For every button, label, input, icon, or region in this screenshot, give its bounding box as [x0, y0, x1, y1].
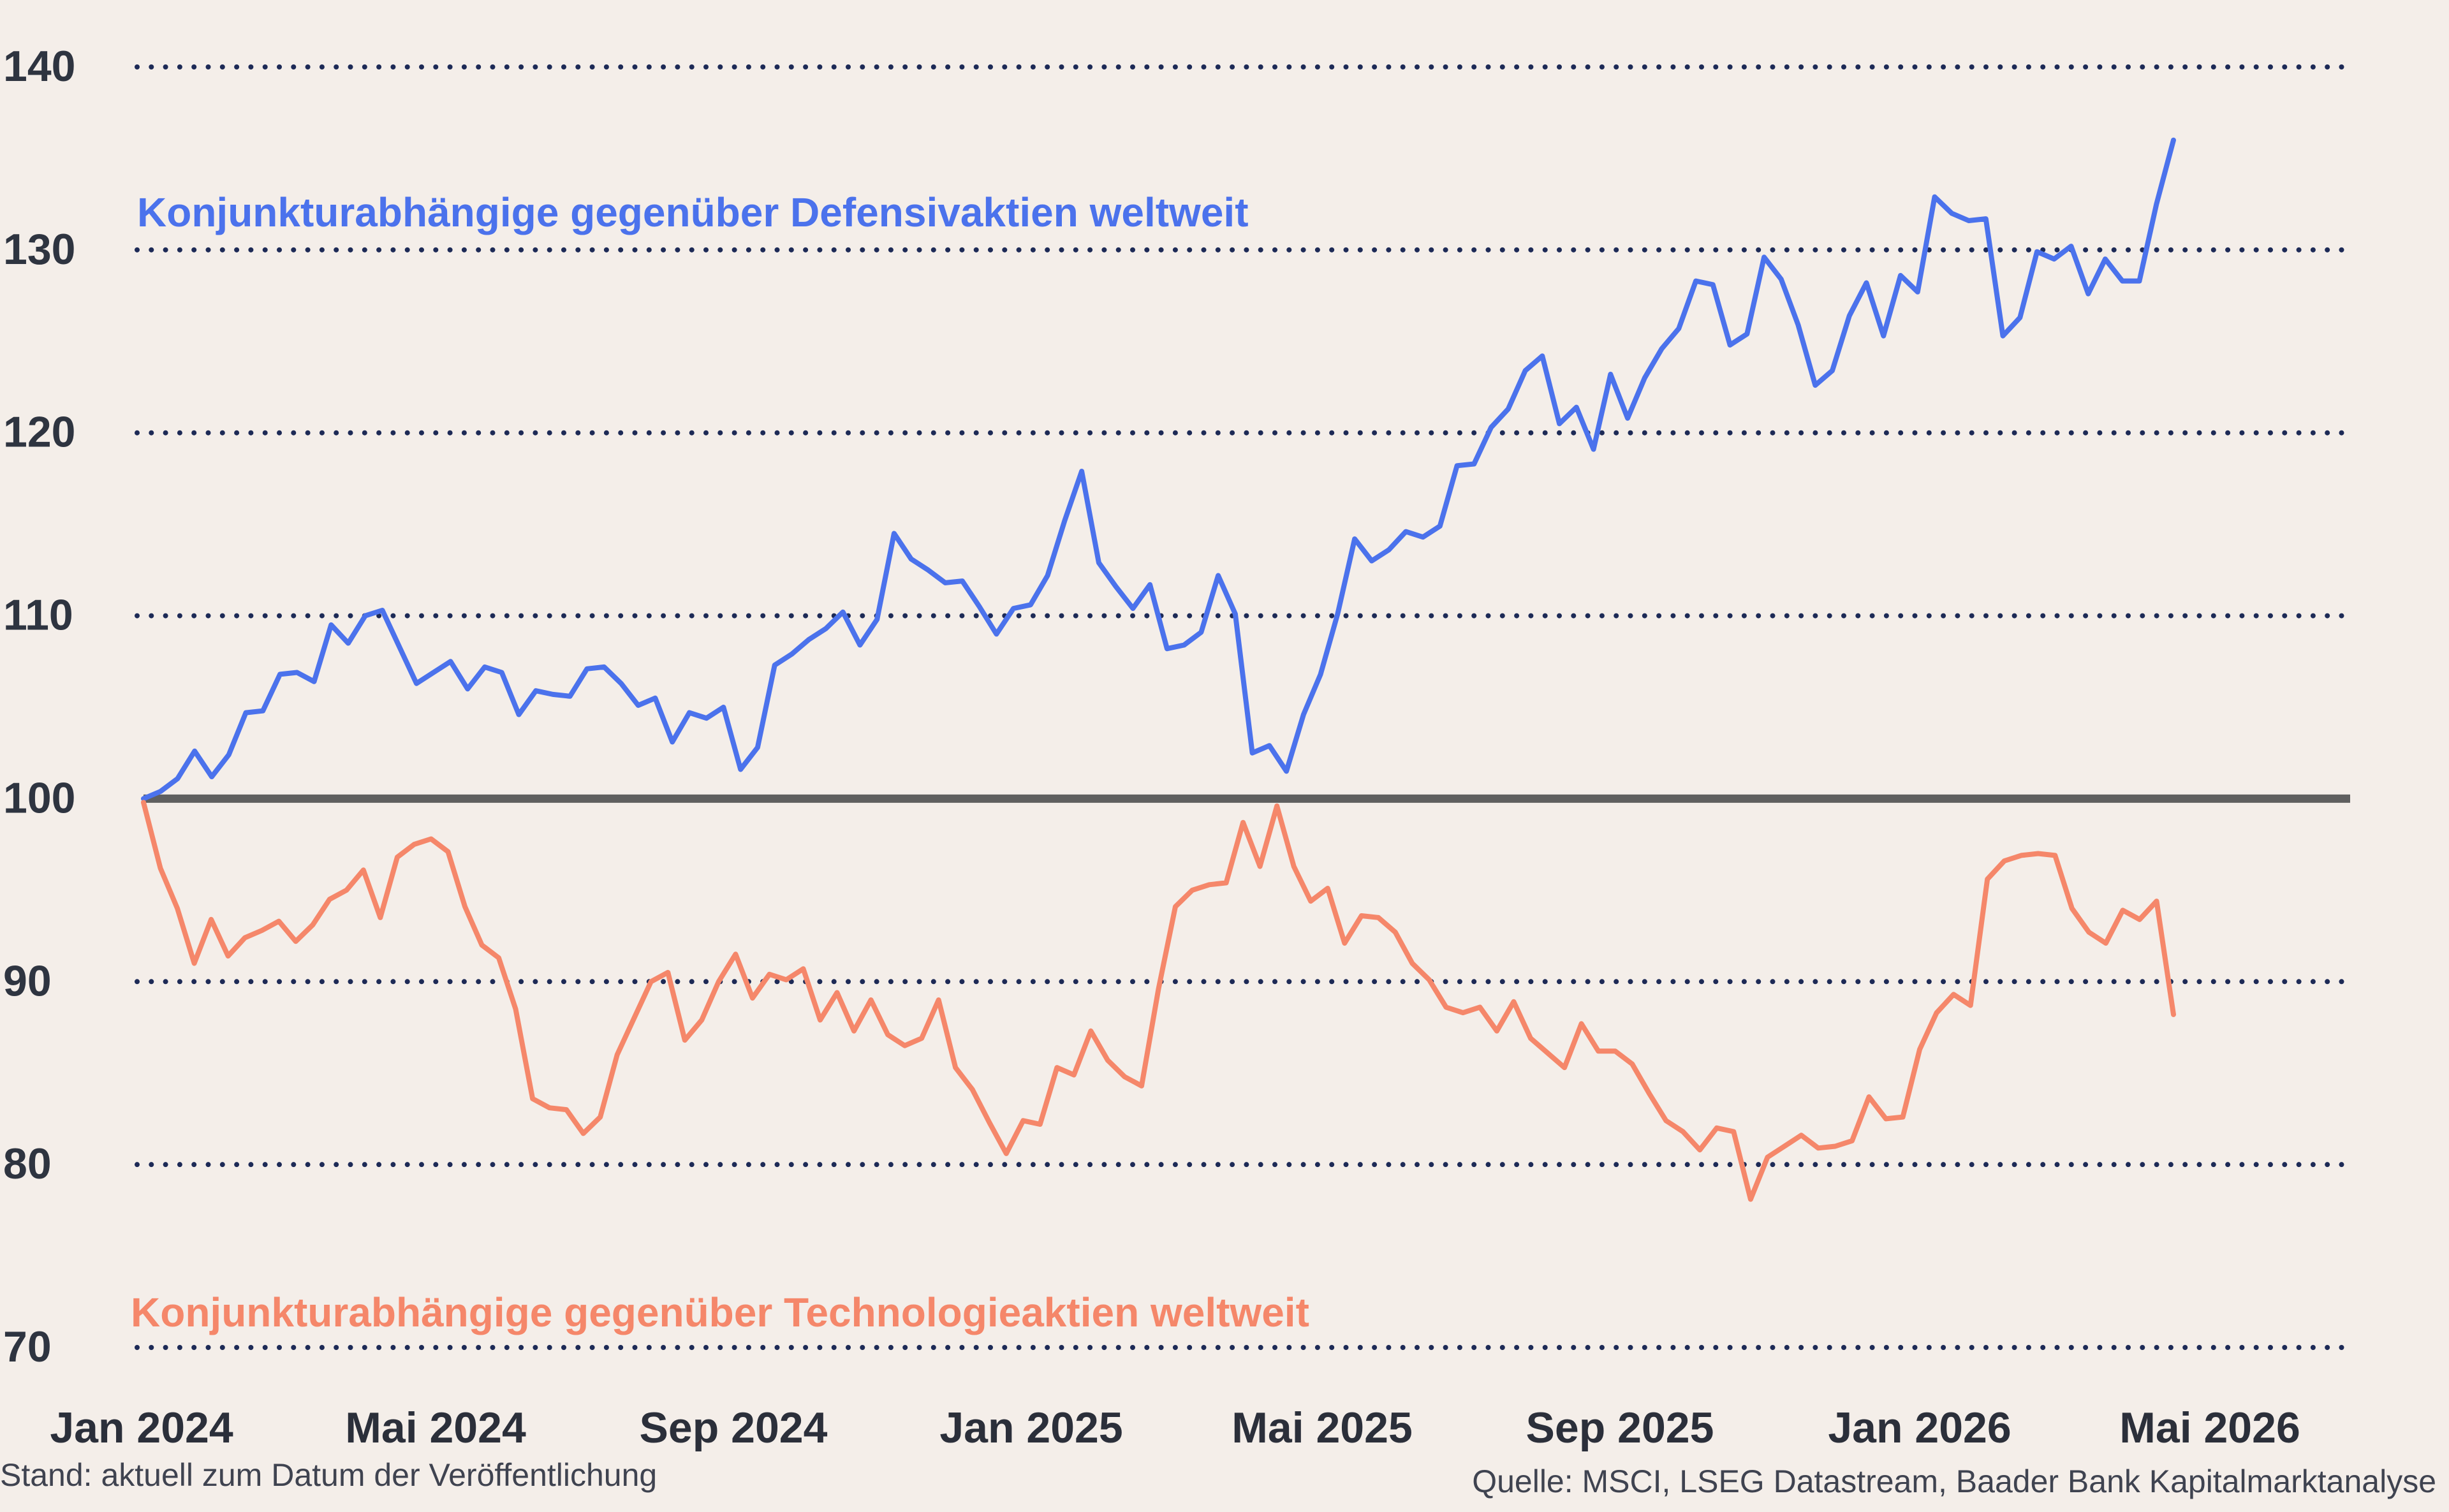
x-tick-label: Mai 2024	[345, 1404, 526, 1452]
y-tick-label: 80	[3, 1140, 52, 1188]
gridlines	[135, 64, 2353, 1350]
x-tick-label: Mai 2026	[2119, 1404, 2300, 1452]
y-tick-label: 70	[3, 1323, 52, 1371]
footer-source: Quelle: MSCI, LSEG Datastream, Baader Ba…	[1472, 1464, 2436, 1499]
footer-stand: Stand: aktuell zum Datum der Veröffentli…	[0, 1457, 657, 1493]
y-tick-label: 120	[3, 408, 75, 457]
y-tick-label: 100	[3, 774, 75, 822]
y-tick-label: 130	[3, 225, 75, 274]
series-lines	[141, 137, 2176, 1202]
x-tick-label: Sep 2024	[640, 1404, 828, 1452]
series-line-cyclical-vs-technology	[141, 800, 2176, 1202]
y-tick-label: 140	[3, 42, 75, 91]
x-tick-label: Jan 2026	[1828, 1404, 2011, 1452]
y-tick-label: 110	[3, 591, 73, 640]
x-tick-label: Jan 2025	[939, 1404, 1122, 1452]
series-line-cyclical-vs-defensive	[141, 137, 2176, 802]
x-tick-label: Jan 2024	[50, 1404, 233, 1452]
series-label-cyclical-vs-defensive: Konjunkturabhängige gegenüber Defensivak…	[137, 189, 1249, 235]
y-axis-ticks: 140 130 120 110 100 90 80 70	[3, 42, 75, 1371]
y-tick-label: 90	[3, 957, 52, 1005]
series-label-cyclical-vs-technology: Konjunkturabhängige gegenüber Technologi…	[131, 1289, 1309, 1335]
x-axis-ticks: Jan 2024 Mai 2024 Sep 2024 Jan 2025 Mai 2025…	[50, 1404, 2300, 1452]
x-tick-label: Mai 2025	[1232, 1404, 1413, 1452]
x-tick-label: Sep 2025	[1526, 1404, 1714, 1452]
